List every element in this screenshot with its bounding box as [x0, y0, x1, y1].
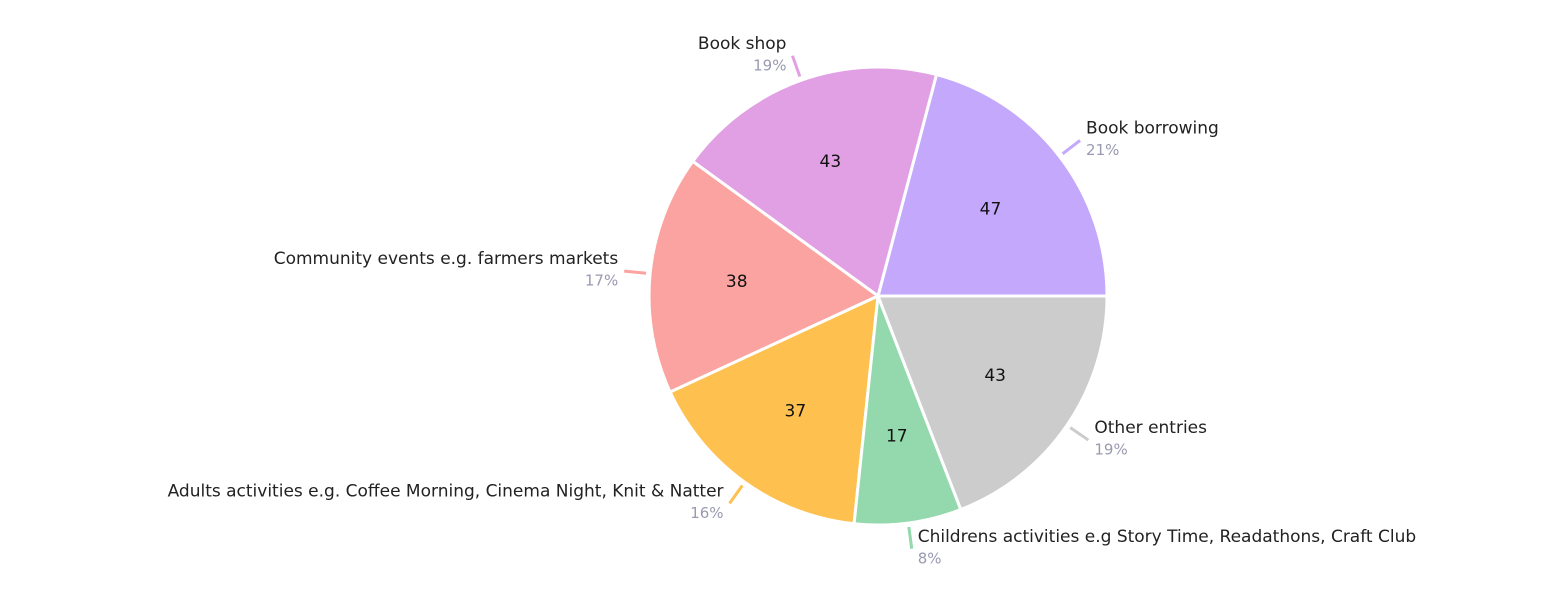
- data-label: 17: [886, 427, 908, 447]
- data-label: 47: [980, 199, 1002, 219]
- data-label: 37: [785, 401, 807, 421]
- percent-label: 16%: [690, 504, 723, 522]
- leader-line: [907, 526, 914, 549]
- leader-line: [791, 55, 802, 78]
- data-label: 43: [820, 152, 842, 172]
- pie-slice: [668, 293, 880, 526]
- leader-line: [624, 269, 647, 275]
- pie-slice: [876, 72, 1109, 298]
- legend-label: Adults activities e.g. Coffee Morning, C…: [168, 481, 724, 501]
- data-label: 43: [984, 366, 1006, 386]
- pie-slice: [852, 295, 963, 527]
- pie-slice: [875, 294, 1109, 512]
- percent-label: 19%: [753, 56, 786, 74]
- percent-label: 19%: [1094, 441, 1127, 459]
- legend-label: Book borrowing: [1086, 118, 1219, 138]
- leader-line: [1069, 426, 1090, 442]
- pie-slice: [690, 65, 939, 299]
- legend-label: Community events e.g. farmers markets: [274, 249, 619, 269]
- percent-label: 21%: [1086, 141, 1119, 159]
- percent-label: 17%: [585, 272, 618, 290]
- pie-slice: [647, 159, 881, 395]
- legend-label: Childrens activities e.g Story Time, Rea…: [918, 527, 1416, 547]
- percent-label: 8%: [918, 549, 942, 567]
- leader-line: [1061, 139, 1081, 156]
- legend-label: Other entries: [1094, 418, 1207, 438]
- leader-line: [728, 484, 744, 505]
- legend-label: Book shop: [698, 34, 787, 54]
- data-label: 38: [726, 272, 748, 292]
